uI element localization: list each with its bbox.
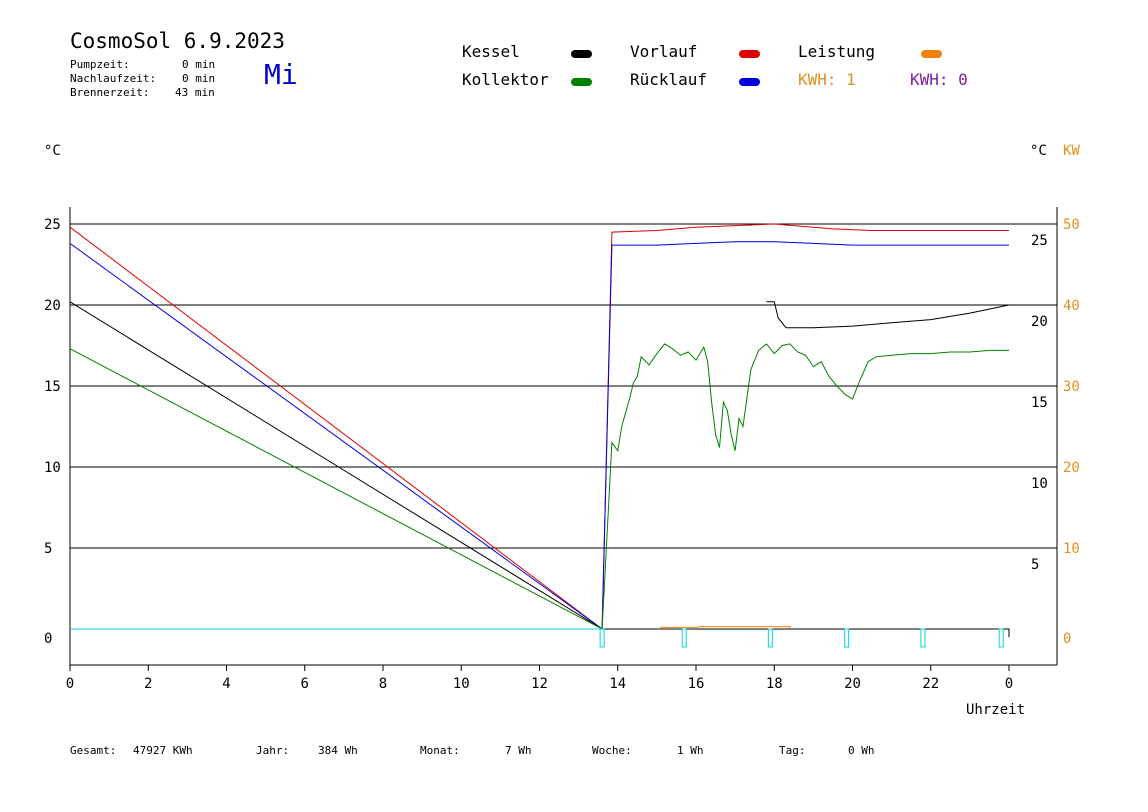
y-left-tick-5: 5	[44, 541, 52, 557]
x-tick-label-0: 0	[66, 676, 74, 692]
y-right-c-tick-10: 10	[1031, 476, 1048, 492]
legend-kollektor-label: Kollektor	[462, 70, 549, 89]
legend-vorlauf-label: Vorlauf	[630, 42, 698, 61]
pump-pulse-1	[681, 628, 687, 648]
x-tick-label-10: 20	[844, 676, 861, 692]
series-line-rücklauf	[69, 241, 1009, 630]
x-tick-label-2: 4	[222, 676, 230, 692]
x-tick-label-11: 22	[922, 676, 939, 692]
x-tick-label-1: 2	[144, 676, 152, 692]
pump-pulse-4	[920, 628, 926, 648]
right-unit-kw-label: KW	[1063, 143, 1080, 159]
x-tick-label-6: 12	[531, 676, 548, 692]
pump-pulse-3	[844, 628, 850, 648]
legend-kwh2: KWH: 0	[910, 70, 968, 89]
footer-tag-label: Tag:	[779, 744, 806, 757]
pump-pulse-2	[767, 628, 773, 648]
legend-ruecklauf-label: Rücklauf	[630, 70, 708, 89]
x-axis-label: Uhrzeit	[966, 702, 1025, 718]
right-unit-c-label: °C	[1030, 143, 1047, 159]
footer-woche-value: 1 Wh	[677, 744, 704, 757]
pumpzeit-value: 0 min	[182, 58, 216, 71]
y-right-kw-tick-40: 40	[1063, 298, 1080, 314]
pump-pulse-5	[998, 628, 1004, 648]
footer-monat-label: Monat:	[420, 744, 460, 757]
series-line-kessel-2	[766, 301, 1010, 329]
y-right-c-tick-15: 15	[1031, 395, 1048, 411]
y-right-c-tick-5: 5	[1031, 557, 1039, 573]
series-line-kollektor	[69, 343, 1009, 630]
y-right-c-tick-20: 20	[1031, 314, 1048, 330]
left-unit-label: °C	[44, 143, 61, 159]
weekday-label: Mi	[264, 58, 298, 91]
footer-jahr-label: Jahr:	[256, 744, 290, 757]
series-line-kessel	[69, 301, 1010, 638]
y-right-kw-tick-50: 50	[1063, 217, 1080, 233]
footer-woche-label: Woche:	[592, 744, 632, 757]
legend-kessel-label: Kessel	[462, 42, 520, 61]
footer-gesamt-label: Gesamt:	[70, 744, 117, 757]
y-left-tick-20: 20	[44, 298, 61, 314]
nachlaufzeit-value: 0 min	[182, 72, 216, 85]
y-left-tick-25: 25	[44, 217, 61, 233]
y-left-tick-0: 0	[44, 631, 52, 647]
x-tick-label-12: 0	[1005, 676, 1013, 692]
y-right-kw-tick-20: 20	[1063, 460, 1080, 476]
series-line-leistung	[660, 626, 791, 629]
legend-kessel-swatch	[571, 50, 592, 58]
y-right-kw-tick-10: 10	[1063, 541, 1080, 557]
footer-jahr-value: 384 Wh	[318, 744, 358, 757]
x-tick-label-5: 10	[453, 676, 470, 692]
chart-title: CosmoSol 6.9.2023	[70, 29, 285, 53]
legend-ruecklauf-swatch	[739, 78, 760, 86]
x-tick-label-9: 18	[766, 676, 783, 692]
x-tick-label-7: 14	[609, 676, 626, 692]
y-left-tick-15: 15	[44, 379, 61, 395]
pump-pulse-0	[599, 628, 605, 648]
series-line-vorlauf	[69, 223, 1009, 630]
legend-kollektor-swatch	[571, 78, 592, 86]
legend-leistung-label: Leistung	[798, 42, 876, 61]
brennerzeit-value: 43 min	[175, 86, 215, 99]
y-right-c-tick-25: 25	[1031, 233, 1048, 249]
legend-leistung-swatch	[921, 50, 942, 58]
brennerzeit-label: Brennerzeit:	[70, 86, 150, 99]
footer-tag-value: 0 Wh	[848, 744, 875, 757]
nachlaufzeit-label: Nachlaufzeit:	[70, 72, 157, 85]
y-right-kw-tick-0: 0	[1063, 631, 1071, 647]
y-right-kw-tick-30: 30	[1063, 379, 1080, 395]
x-tick-label-4: 8	[379, 676, 387, 692]
x-tick-label-3: 6	[301, 676, 309, 692]
legend-kwh1: KWH: 1	[798, 70, 856, 89]
y-left-tick-10: 10	[44, 460, 61, 476]
legend-vorlauf-swatch	[739, 50, 760, 58]
footer-monat-value: 7 Wh	[505, 744, 532, 757]
x-tick-label-8: 16	[688, 676, 705, 692]
pumpzeit-label: Pumpzeit:	[70, 58, 130, 71]
footer-gesamt-value: 47927 KWh	[133, 744, 193, 757]
